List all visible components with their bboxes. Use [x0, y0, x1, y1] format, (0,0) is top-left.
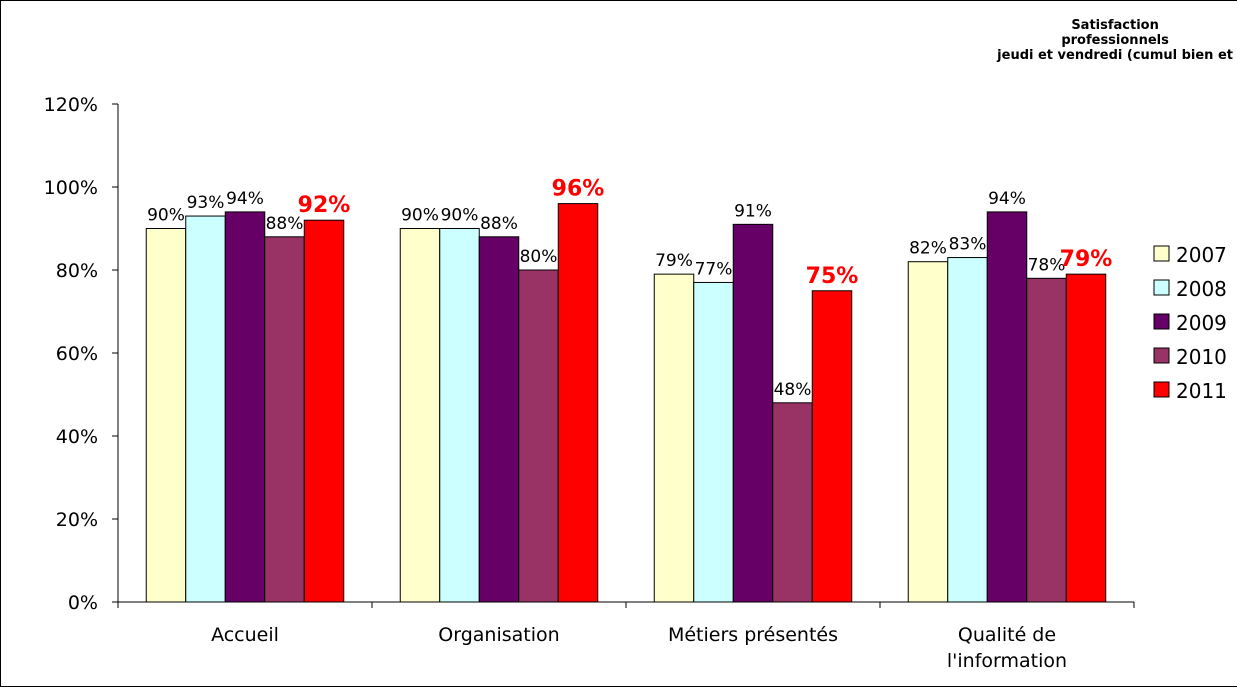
- legend: 2007 2008 2009 2010 2011: [1153, 243, 1227, 403]
- bar: [907, 261, 949, 603]
- data-label: 96%: [552, 177, 605, 202]
- data-label: 88%: [480, 214, 518, 234]
- data-label: 77%: [695, 259, 733, 279]
- chart-title-line-3: jeudi et vendredi (cumul bien et: [997, 48, 1233, 63]
- data-label: 88%: [266, 214, 304, 234]
- bar: [557, 203, 599, 603]
- data-label: 92%: [298, 193, 351, 218]
- bar: [478, 236, 520, 603]
- data-label: 94%: [988, 189, 1026, 209]
- bar: [947, 257, 988, 603]
- legend-swatch: [1153, 347, 1170, 364]
- x-tick-label: l'information: [947, 650, 1067, 672]
- data-label: 90%: [147, 206, 185, 226]
- data-label: 90%: [401, 206, 439, 226]
- bar: [732, 223, 774, 603]
- chart-title: Satisfaction professionnels jeudi et ven…: [997, 18, 1233, 63]
- bar: [399, 228, 441, 603]
- data-label: 75%: [806, 264, 859, 289]
- bar: [653, 273, 695, 603]
- x-tick-label: Qualité de: [958, 624, 1056, 646]
- data-label: 78%: [1028, 255, 1066, 275]
- chart-title-line-1: Satisfaction: [1071, 18, 1159, 33]
- bar: [1065, 273, 1107, 603]
- x-tick-label: Organisation: [438, 624, 559, 646]
- legend-swatch: [1153, 245, 1170, 262]
- x-tick-label: Accueil: [211, 624, 279, 646]
- data-label: 79%: [655, 251, 693, 271]
- data-label: 48%: [774, 380, 812, 400]
- bar: [303, 219, 345, 603]
- bar: [264, 236, 305, 603]
- bar: [439, 228, 480, 603]
- bar: [224, 211, 266, 603]
- data-label: 79%: [1060, 247, 1113, 272]
- bar: [518, 269, 559, 603]
- legend-label: 2010: [1176, 345, 1227, 369]
- bar: [1026, 277, 1067, 603]
- data-label: 91%: [734, 201, 772, 221]
- data-label: 94%: [226, 189, 264, 209]
- bar: [986, 211, 1028, 603]
- data-label: 82%: [909, 239, 947, 259]
- data-label: 83%: [949, 235, 987, 255]
- bar: [772, 402, 813, 603]
- legend-label: 2009: [1176, 311, 1227, 335]
- y-tick-label: 20%: [56, 509, 98, 531]
- y-tick-label: 0%: [68, 592, 98, 614]
- bar: [693, 281, 734, 603]
- bar: [145, 228, 187, 603]
- data-label: 90%: [441, 206, 479, 226]
- y-tick-label: 80%: [56, 260, 98, 282]
- y-tick-label: 100%: [44, 177, 98, 199]
- bar: [811, 290, 853, 603]
- y-tick-label: 120%: [44, 94, 98, 116]
- bar: [185, 215, 226, 603]
- x-tick-label: Métiers présentés: [668, 624, 838, 646]
- legend-swatch: [1153, 279, 1170, 296]
- data-label: 93%: [187, 193, 225, 213]
- legend-swatch: [1153, 381, 1170, 398]
- legend-label: 2011: [1176, 379, 1227, 403]
- y-tick-label: 60%: [56, 343, 98, 365]
- y-tick-label: 40%: [56, 426, 98, 448]
- legend-swatch: [1153, 313, 1170, 330]
- legend-label: 2008: [1176, 277, 1227, 301]
- data-label: 80%: [520, 247, 558, 267]
- chart-title-line-2: professionnels: [1061, 33, 1169, 48]
- legend-label: 2007: [1176, 243, 1227, 267]
